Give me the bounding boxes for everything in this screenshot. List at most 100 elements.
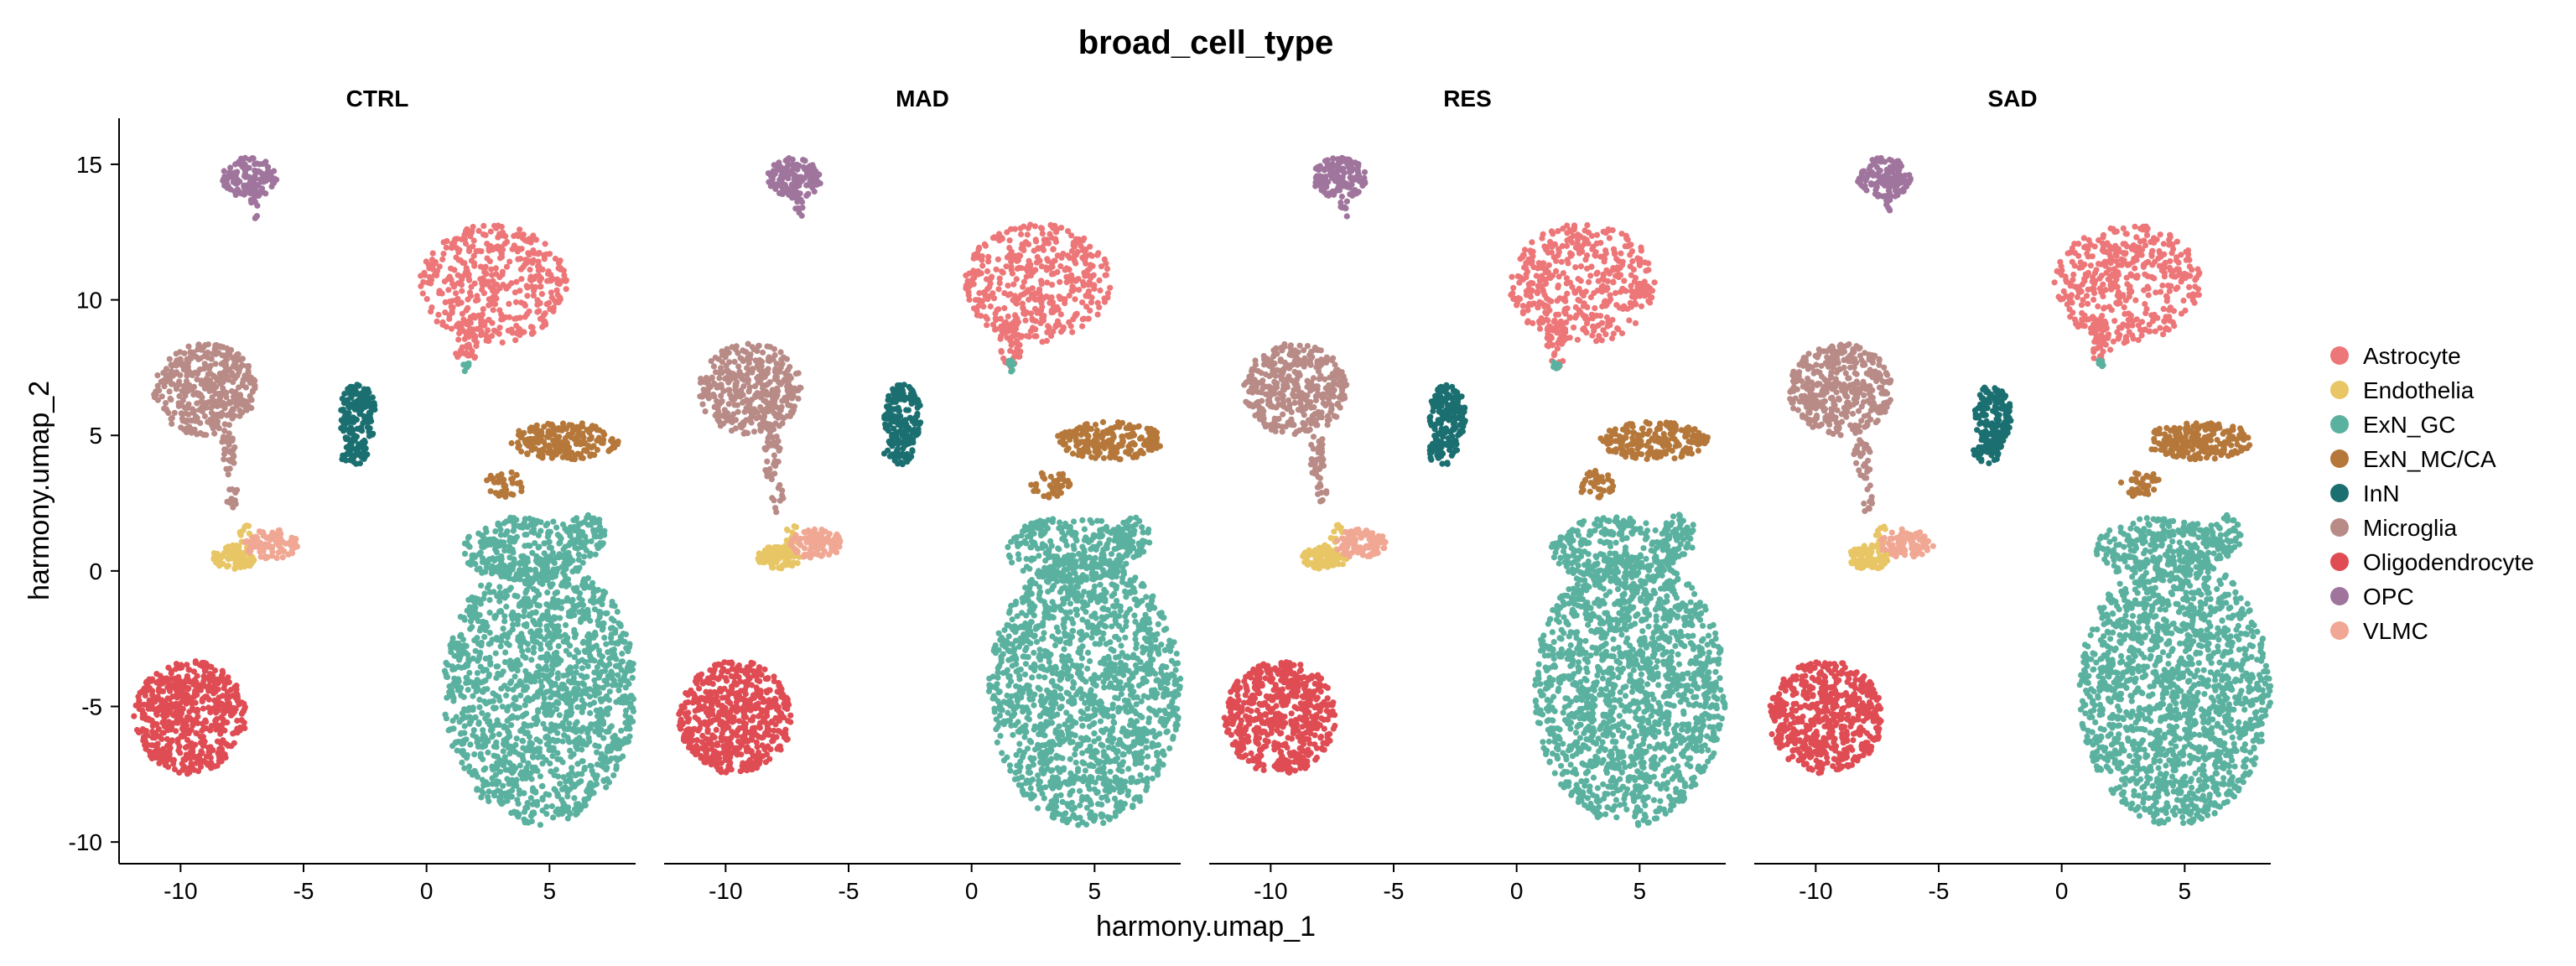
data-point bbox=[612, 662, 620, 670]
data-point bbox=[155, 688, 162, 694]
data-point bbox=[966, 296, 973, 304]
data-point bbox=[234, 169, 241, 175]
data-point bbox=[531, 288, 538, 294]
data-point bbox=[362, 445, 369, 452]
data-point bbox=[592, 599, 599, 605]
data-point bbox=[477, 663, 484, 670]
data-point bbox=[584, 663, 591, 670]
data-point bbox=[496, 569, 502, 575]
data-point bbox=[461, 236, 469, 242]
data-point bbox=[531, 250, 538, 257]
data-point bbox=[513, 278, 520, 285]
data-point bbox=[454, 272, 461, 278]
data-point bbox=[980, 304, 987, 310]
data-point bbox=[158, 751, 164, 758]
data-point bbox=[984, 296, 991, 303]
data-point bbox=[537, 283, 544, 290]
data-point bbox=[510, 686, 517, 693]
data-point bbox=[449, 304, 456, 311]
data-point bbox=[1018, 292, 1025, 299]
data-point bbox=[499, 339, 506, 346]
data-point bbox=[1039, 315, 1046, 322]
data-point bbox=[1030, 317, 1036, 324]
data-point bbox=[545, 449, 552, 456]
data-point bbox=[486, 610, 493, 616]
data-point bbox=[444, 673, 451, 681]
data-point bbox=[527, 274, 534, 281]
data-point bbox=[1099, 742, 1106, 749]
data-point bbox=[475, 595, 481, 603]
data-point bbox=[461, 765, 468, 771]
data-point bbox=[566, 529, 573, 536]
data-point bbox=[466, 763, 473, 770]
data-point bbox=[485, 781, 491, 788]
data-point bbox=[537, 672, 543, 678]
data-point bbox=[1039, 226, 1046, 232]
data-point bbox=[532, 678, 538, 685]
data-point bbox=[194, 415, 200, 422]
data-point bbox=[492, 545, 499, 552]
data-point bbox=[515, 573, 522, 579]
data-point bbox=[482, 620, 489, 626]
data-point bbox=[576, 609, 583, 615]
data-point bbox=[1026, 716, 1032, 723]
data-point bbox=[498, 593, 505, 600]
data-point bbox=[477, 332, 485, 339]
data-point bbox=[518, 276, 525, 283]
data-point bbox=[615, 672, 621, 678]
data-point bbox=[169, 381, 176, 387]
data-point bbox=[273, 554, 280, 562]
data-point bbox=[168, 397, 174, 403]
data-point bbox=[1014, 257, 1021, 264]
data-point bbox=[984, 267, 991, 275]
data-point bbox=[1000, 269, 1006, 276]
data-point bbox=[153, 392, 159, 398]
data-point bbox=[575, 801, 582, 808]
data-point bbox=[571, 611, 578, 619]
data-point bbox=[522, 775, 529, 782]
data-point bbox=[535, 707, 542, 714]
data-point bbox=[564, 808, 571, 814]
data-point bbox=[351, 418, 357, 425]
data-point bbox=[486, 536, 493, 543]
data-point bbox=[1000, 355, 1007, 362]
data-point bbox=[458, 664, 465, 671]
data-point bbox=[1053, 306, 1060, 313]
data-point bbox=[1037, 293, 1044, 299]
data-point bbox=[506, 680, 514, 687]
data-point bbox=[173, 661, 179, 667]
data-point bbox=[594, 772, 600, 779]
data-point bbox=[1097, 287, 1104, 293]
data-point bbox=[544, 651, 551, 657]
data-point bbox=[487, 661, 494, 668]
data-point bbox=[524, 293, 531, 299]
data-point bbox=[482, 626, 489, 634]
data-point bbox=[470, 552, 477, 558]
data-point bbox=[164, 742, 171, 750]
data-point bbox=[532, 236, 540, 243]
data-point bbox=[193, 760, 200, 766]
data-point bbox=[465, 247, 473, 254]
data-point bbox=[458, 692, 465, 699]
data-point bbox=[480, 727, 486, 734]
data-point bbox=[581, 553, 588, 560]
data-point bbox=[1008, 341, 1015, 348]
data-point bbox=[525, 257, 532, 264]
data-point bbox=[205, 341, 211, 348]
data-point bbox=[532, 609, 539, 615]
data-point bbox=[622, 684, 629, 691]
data-point bbox=[566, 720, 573, 727]
data-point bbox=[610, 617, 617, 624]
data-point bbox=[418, 283, 424, 289]
data-point bbox=[508, 793, 516, 800]
data-point bbox=[591, 669, 598, 676]
data-point bbox=[590, 443, 597, 449]
data-point bbox=[461, 616, 468, 623]
data-point bbox=[486, 699, 493, 705]
data-point bbox=[453, 297, 460, 304]
data-point bbox=[574, 433, 581, 439]
data-point bbox=[173, 728, 179, 735]
data-point bbox=[547, 679, 553, 686]
data-point bbox=[475, 247, 482, 254]
data-point bbox=[548, 294, 555, 301]
